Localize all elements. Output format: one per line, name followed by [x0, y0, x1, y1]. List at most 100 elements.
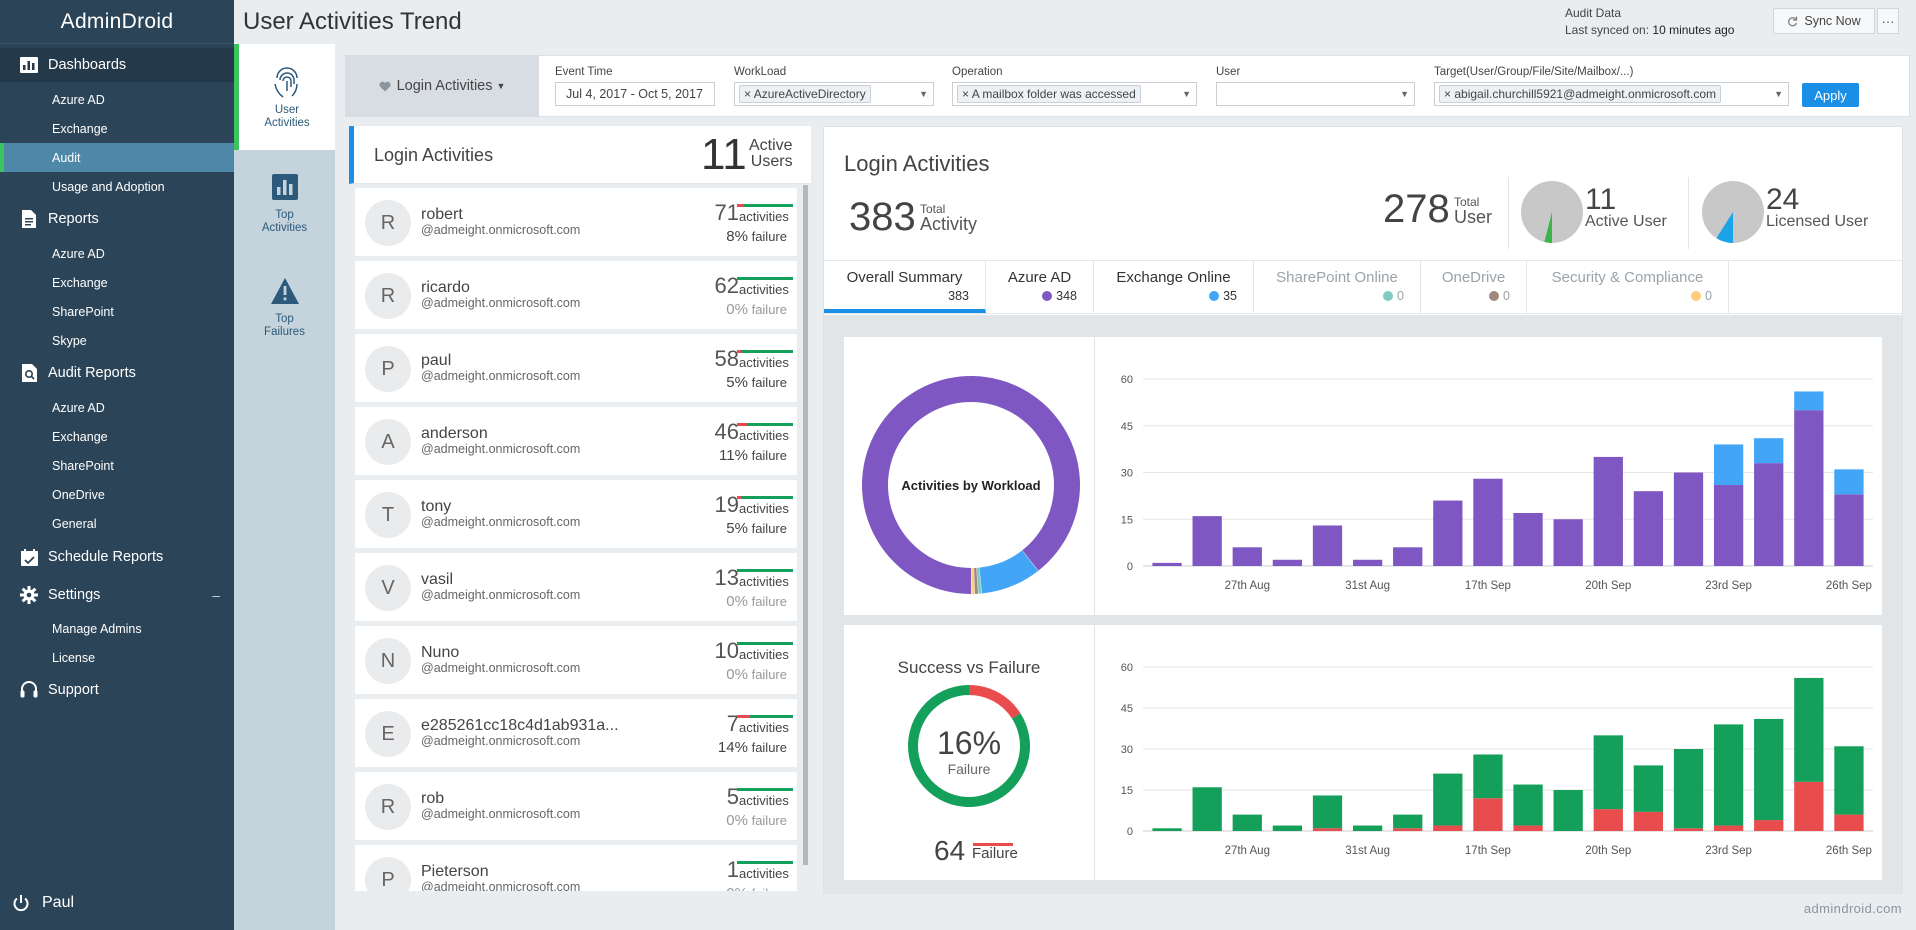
sidebar-item-audit-sharepoint[interactable]: SharePoint [52, 458, 114, 473]
user-select[interactable]: ▼ [1216, 82, 1415, 106]
sidebar-section-settings[interactable]: Settings – [0, 578, 234, 612]
bar-segment[interactable] [1794, 391, 1824, 411]
rail-top-failures[interactable]: Top Failures [234, 277, 335, 357]
sync-now-button[interactable]: Sync Now [1773, 8, 1875, 34]
tab-security-compliance[interactable]: Security & Compliance 0 [1527, 261, 1729, 313]
bar-segment[interactable] [1473, 798, 1503, 831]
sidebar-item-audit-general[interactable]: General [52, 516, 97, 531]
bar-segment[interactable] [1352, 825, 1383, 831]
tab-azure-ad[interactable]: Azure AD 348 [986, 261, 1094, 313]
bar-segment[interactable] [1673, 749, 1704, 829]
bar-segment[interactable] [1754, 438, 1784, 464]
bar-segment[interactable] [1473, 478, 1503, 566]
bar-segment[interactable] [1192, 516, 1222, 566]
bar-segment[interactable] [1513, 825, 1543, 831]
bar-segment[interactable] [1433, 773, 1463, 826]
workload-select[interactable]: × AzureActiveDirectory ▼ [734, 82, 934, 106]
more-options-button[interactable]: ··· [1877, 8, 1899, 34]
sidebar-item-dashboards-audit[interactable]: Audit [0, 143, 234, 172]
app-logo[interactable]: AdminDroid [0, 0, 234, 44]
sidebar-section-reports[interactable]: Reports [0, 202, 234, 236]
bar-segment[interactable] [1794, 410, 1824, 566]
tag-remove-icon[interactable]: × [962, 87, 970, 101]
category-dropdown[interactable]: Login Activities ▼ [345, 55, 539, 117]
sidebar-item-dashboards-azure-ad[interactable]: Azure AD [52, 92, 105, 107]
bar-segment[interactable] [1513, 784, 1543, 826]
bar-segment[interactable] [1272, 825, 1303, 831]
donut-slice[interactable] [974, 567, 979, 594]
tab-onedrive[interactable]: OneDrive 0 [1421, 261, 1527, 313]
target-select[interactable]: × abigail.churchill5921@admeight.onmicro… [1434, 82, 1789, 106]
sidebar-item-audit-exchange[interactable]: Exchange [52, 429, 108, 444]
sidebar-item-dashboards-exchange[interactable]: Exchange [52, 121, 108, 136]
bar-segment[interactable] [1633, 491, 1664, 566]
collapse-icon[interactable]: – [212, 587, 220, 603]
bar-segment[interactable] [1673, 472, 1704, 567]
tag-remove-icon[interactable]: × [744, 87, 752, 101]
operation-select[interactable]: × A mailbox folder was accessed ▼ [952, 82, 1197, 106]
bar-segment[interactable] [1232, 547, 1262, 566]
sidebar-section-schedule-reports[interactable]: Schedule Reports [0, 540, 234, 574]
bar-segment[interactable] [1834, 469, 1864, 495]
bar-segment[interactable] [1633, 765, 1664, 812]
donut-slice[interactable] [971, 567, 975, 594]
bar-segment[interactable] [1713, 484, 1744, 566]
bar-segment[interactable] [1393, 547, 1423, 566]
tab-exchange-online[interactable]: Exchange Online 35 [1094, 261, 1254, 313]
bar-segment[interactable] [1192, 787, 1222, 831]
user-card[interactable]: P Pieterson @admeight.onmicrosoft.com 1 acti… [355, 845, 797, 891]
bar-segment[interactable] [1754, 820, 1784, 831]
user-menu[interactable]: Paul [0, 885, 234, 921]
bar-segment[interactable] [1593, 735, 1623, 810]
sidebar-item-manage-admins[interactable]: Manage Admins [52, 621, 142, 636]
bar-segment[interactable] [1713, 825, 1744, 831]
bar-segment[interactable] [1312, 525, 1343, 566]
donut-slice[interactable] [979, 550, 1039, 594]
bar-segment[interactable] [1593, 809, 1623, 831]
bar-segment[interactable] [1433, 825, 1463, 831]
bar-segment[interactable] [1794, 781, 1824, 831]
bar-segment[interactable] [1473, 754, 1503, 799]
bar-segment[interactable] [1673, 828, 1704, 831]
bar-segment[interactable] [1834, 746, 1864, 815]
sidebar-item-reports-azure-ad[interactable]: Azure AD [52, 246, 105, 261]
bar-segment[interactable] [1272, 559, 1303, 566]
sidebar-section-audit-reports[interactable]: Audit Reports [0, 356, 234, 390]
bar-segment[interactable] [1393, 828, 1423, 831]
bar-segment[interactable] [1754, 718, 1784, 821]
bar-segment[interactable] [1593, 456, 1623, 566]
sidebar-item-reports-exchange[interactable]: Exchange [52, 275, 108, 290]
bar-segment[interactable] [1152, 828, 1182, 831]
bar-segment[interactable] [1713, 724, 1744, 826]
sidebar-item-audit-azure-ad[interactable]: Azure AD [52, 400, 105, 415]
donut-slice[interactable] [976, 567, 982, 594]
bar-segment[interactable] [1312, 828, 1343, 831]
tab-overall-summary[interactable]: Overall Summary 383 [824, 261, 986, 313]
bar-segment[interactable] [1633, 811, 1664, 831]
sidebar-item-license[interactable]: License [52, 650, 96, 665]
sidebar-item-audit-onedrive[interactable]: OneDrive [52, 487, 105, 502]
sidebar-item-reports-skype[interactable]: Skype [52, 333, 87, 348]
sidebar-section-support[interactable]: Support [0, 673, 234, 707]
sidebar-item-dashboards-usage[interactable]: Usage and Adoption [52, 179, 165, 194]
bar-segment[interactable] [1794, 677, 1824, 782]
sidebar-section-dashboards[interactable]: Dashboards [0, 48, 234, 82]
bar-segment[interactable] [1553, 519, 1583, 566]
bar-segment[interactable] [1713, 444, 1744, 485]
bar-segment[interactable] [1513, 513, 1543, 566]
bar-segment[interactable] [1152, 562, 1182, 566]
tag-remove-icon[interactable]: × [1444, 87, 1452, 101]
power-icon[interactable] [12, 894, 30, 912]
bar-segment[interactable] [1834, 494, 1864, 566]
rail-user-activities[interactable]: User Activities [234, 44, 335, 150]
user-list-scrollbar[interactable] [803, 185, 808, 865]
bar-segment[interactable] [1553, 790, 1583, 831]
bar-segment[interactable] [1433, 500, 1463, 566]
